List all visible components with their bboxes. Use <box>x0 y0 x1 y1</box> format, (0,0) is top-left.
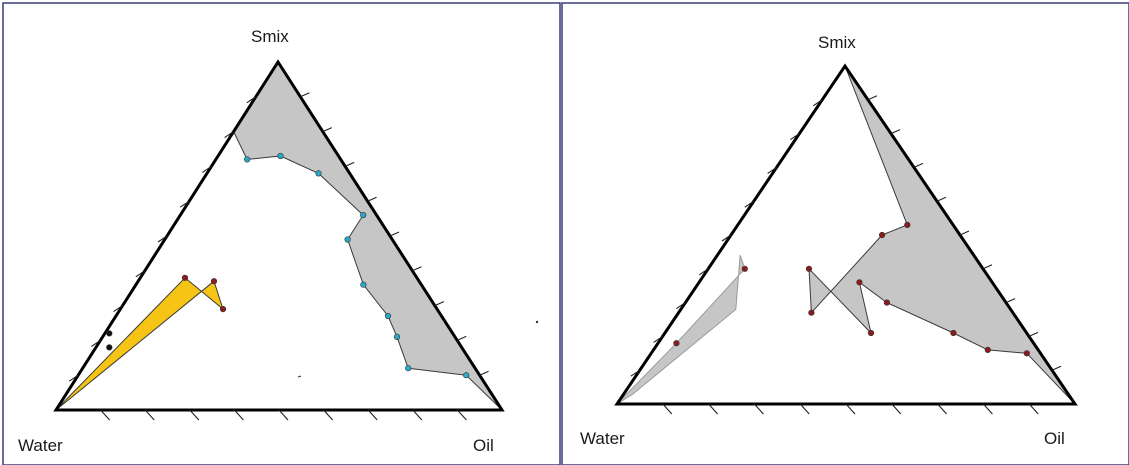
right-data-point-10 <box>741 265 748 272</box>
left-vertex-label-smix: Smix <box>251 27 289 46</box>
right-tick-0-1 <box>630 369 641 377</box>
right-tick-1-2 <box>890 129 901 135</box>
right-tick-0-4 <box>698 268 709 276</box>
right-data-markers <box>673 221 1030 357</box>
right-tick-1-5 <box>959 230 970 236</box>
right-data-point-7 <box>950 329 957 337</box>
right-data-point-1 <box>878 231 886 239</box>
left-tick-1-4 <box>367 196 377 202</box>
left-tick-2-6 <box>323 409 334 421</box>
right-tick-0-6 <box>744 200 755 208</box>
left-tick-1-3 <box>344 161 355 167</box>
right-data-point-11 <box>673 340 680 347</box>
left-tick-1-7 <box>434 301 445 307</box>
left-tick-2-3 <box>189 409 200 421</box>
left-data-point-4 <box>344 236 351 243</box>
left-vertex-label-oil: Oil <box>473 436 494 455</box>
right-tick-1-6 <box>982 264 993 270</box>
right-tick-2-3 <box>753 403 764 415</box>
right-tick-0-9 <box>812 99 823 107</box>
right-data-point-9 <box>1023 350 1030 357</box>
left-data-point-10 <box>181 274 189 281</box>
left-triangle-axes <box>53 59 505 421</box>
right-data-point-0 <box>904 221 911 228</box>
left-tick-2-8 <box>412 409 423 421</box>
left-tick-0-3 <box>113 305 123 313</box>
right-tick-0-3 <box>676 302 686 310</box>
left-tick-1-6 <box>412 266 422 272</box>
left-tick-1-9 <box>479 370 489 376</box>
left-tick-1-8 <box>456 335 467 341</box>
left-data-point-9 <box>463 372 470 379</box>
left-tick-2-9 <box>456 409 467 421</box>
left-data-point-12 <box>210 278 218 285</box>
right-tick-0-7 <box>767 166 777 174</box>
right-data-point-3 <box>805 265 813 272</box>
right-data-point-2 <box>808 309 815 316</box>
left-tick-1-1 <box>300 92 310 98</box>
right-vertex-label-smix: Smix <box>818 33 856 52</box>
left-data-point-13 <box>106 330 113 337</box>
left-data-point-2 <box>315 170 322 177</box>
left-tick-2-5 <box>278 409 289 421</box>
right-tick-2-8 <box>982 403 993 415</box>
right-tick-1-7 <box>1005 298 1016 304</box>
right-tick-1-4 <box>936 196 947 202</box>
left-data-point-0 <box>244 156 251 163</box>
left-tick-0-6 <box>179 200 190 208</box>
left-tick-0-9 <box>246 96 257 104</box>
right-tick-1-1 <box>867 95 878 101</box>
right-vertex-label-water: Water <box>580 429 625 448</box>
left-tick-2-1 <box>100 409 111 421</box>
right-tick-1-9 <box>1051 365 1062 371</box>
left-tick-2-2 <box>144 409 155 421</box>
left-tick-1-2 <box>322 127 333 133</box>
left-data-point-7 <box>393 333 401 341</box>
left-vertex-label-water: Water <box>18 436 63 455</box>
left-tick-0-4 <box>135 270 146 278</box>
left-tick-0-2 <box>91 339 101 347</box>
left-data-point-6 <box>384 312 392 320</box>
right-tick-2-1 <box>662 403 673 415</box>
right-tick-0-5 <box>721 234 732 242</box>
left-tick-0-1 <box>68 374 79 382</box>
right-triangle-axes <box>614 63 1078 415</box>
right-panel-frame <box>561 2 1129 465</box>
left-data-point-11 <box>219 306 227 313</box>
stray-dash <box>297 375 302 378</box>
right-tick-2-6 <box>891 403 902 415</box>
right-tick-2-5 <box>845 403 856 415</box>
right-data-point-8 <box>984 346 991 354</box>
right-tick-2-2 <box>708 403 719 415</box>
left-data-point-5 <box>360 281 367 288</box>
left-tick-2-4 <box>233 409 244 421</box>
right-data-point-4 <box>867 329 875 337</box>
right-tick-0-2 <box>653 335 663 343</box>
left-tick-1-5 <box>389 231 400 237</box>
right-data-point-5 <box>856 279 863 286</box>
right-tick-1-8 <box>1028 331 1039 337</box>
left-data-markers <box>106 152 470 379</box>
left-tick-0-7 <box>202 165 212 173</box>
stray-dot <box>535 320 539 324</box>
right-tick-2-4 <box>799 403 810 415</box>
left-data-point-1 <box>277 152 284 160</box>
right-tick-2-9 <box>1028 403 1039 415</box>
right-tick-2-7 <box>937 403 948 415</box>
left-data-point-8 <box>405 365 412 372</box>
right-data-point-6 <box>883 299 891 306</box>
right-tick-1-3 <box>913 162 924 168</box>
left-tick-0-8 <box>224 131 234 139</box>
right-ternary-panel: Smix Water Oil <box>580 33 1078 448</box>
left-tick-2-7 <box>367 409 378 421</box>
right-vertex-label-oil: Oil <box>1044 429 1065 448</box>
left-data-point-3 <box>360 212 367 219</box>
left-tick-0-5 <box>157 235 168 243</box>
left-data-point-14 <box>106 344 113 351</box>
left-ternary-panel: Smix Water Oil <box>18 27 505 455</box>
right-tick-0-8 <box>790 133 800 141</box>
